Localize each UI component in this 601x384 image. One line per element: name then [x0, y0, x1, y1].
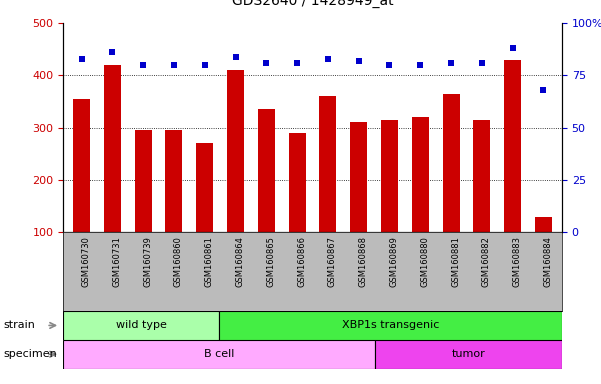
Text: wild type: wild type	[115, 320, 166, 331]
Point	[385, 62, 394, 68]
Bar	[381, 120, 398, 232]
Text: GSM160866: GSM160866	[297, 236, 306, 287]
Text: GSM160867: GSM160867	[328, 236, 337, 287]
Text: GSM160884: GSM160884	[543, 236, 552, 287]
Text: specimen: specimen	[3, 349, 56, 359]
Bar	[412, 117, 429, 232]
Point	[231, 53, 240, 60]
Bar	[227, 70, 244, 232]
Text: GSM160865: GSM160865	[266, 236, 275, 287]
Point	[292, 60, 302, 66]
Bar	[219, 311, 562, 340]
Text: GSM160868: GSM160868	[359, 236, 368, 287]
Bar	[197, 143, 213, 232]
Text: GSM160883: GSM160883	[513, 236, 522, 287]
Bar	[504, 60, 521, 232]
Point	[77, 56, 87, 62]
Text: GSM160860: GSM160860	[174, 236, 183, 287]
Bar	[104, 65, 121, 232]
Point	[108, 49, 117, 55]
Text: tumor: tumor	[451, 349, 485, 359]
Text: GSM160869: GSM160869	[389, 236, 398, 287]
Text: GSM160861: GSM160861	[205, 236, 214, 287]
Text: strain: strain	[3, 320, 35, 331]
Point	[538, 87, 548, 93]
Point	[261, 60, 271, 66]
Bar	[73, 99, 90, 232]
Bar	[258, 109, 275, 232]
Point	[200, 62, 210, 68]
Text: XBP1s transgenic: XBP1s transgenic	[342, 320, 439, 331]
Text: GSM160864: GSM160864	[236, 236, 245, 287]
Text: GDS2640 / 1428949_at: GDS2640 / 1428949_at	[232, 0, 393, 8]
Bar	[288, 133, 305, 232]
Text: GSM160731: GSM160731	[112, 236, 121, 287]
Bar	[135, 130, 151, 232]
Text: GSM160882: GSM160882	[482, 236, 491, 287]
Text: GSM160730: GSM160730	[82, 236, 91, 287]
Bar	[375, 340, 562, 369]
Bar	[165, 130, 183, 232]
Point	[415, 62, 425, 68]
Text: GSM160881: GSM160881	[451, 236, 460, 287]
Bar	[350, 122, 367, 232]
Bar	[442, 94, 460, 232]
Point	[477, 60, 487, 66]
Text: GSM160739: GSM160739	[143, 236, 152, 287]
Point	[508, 45, 517, 51]
Bar	[63, 311, 219, 340]
Text: B cell: B cell	[204, 349, 234, 359]
Point	[169, 62, 178, 68]
Text: GSM160880: GSM160880	[420, 236, 429, 287]
Point	[138, 62, 148, 68]
Point	[323, 56, 333, 62]
Bar	[535, 217, 552, 232]
Bar	[63, 340, 375, 369]
Bar	[320, 96, 337, 232]
Point	[354, 58, 364, 64]
Bar	[474, 120, 490, 232]
Point	[447, 60, 456, 66]
